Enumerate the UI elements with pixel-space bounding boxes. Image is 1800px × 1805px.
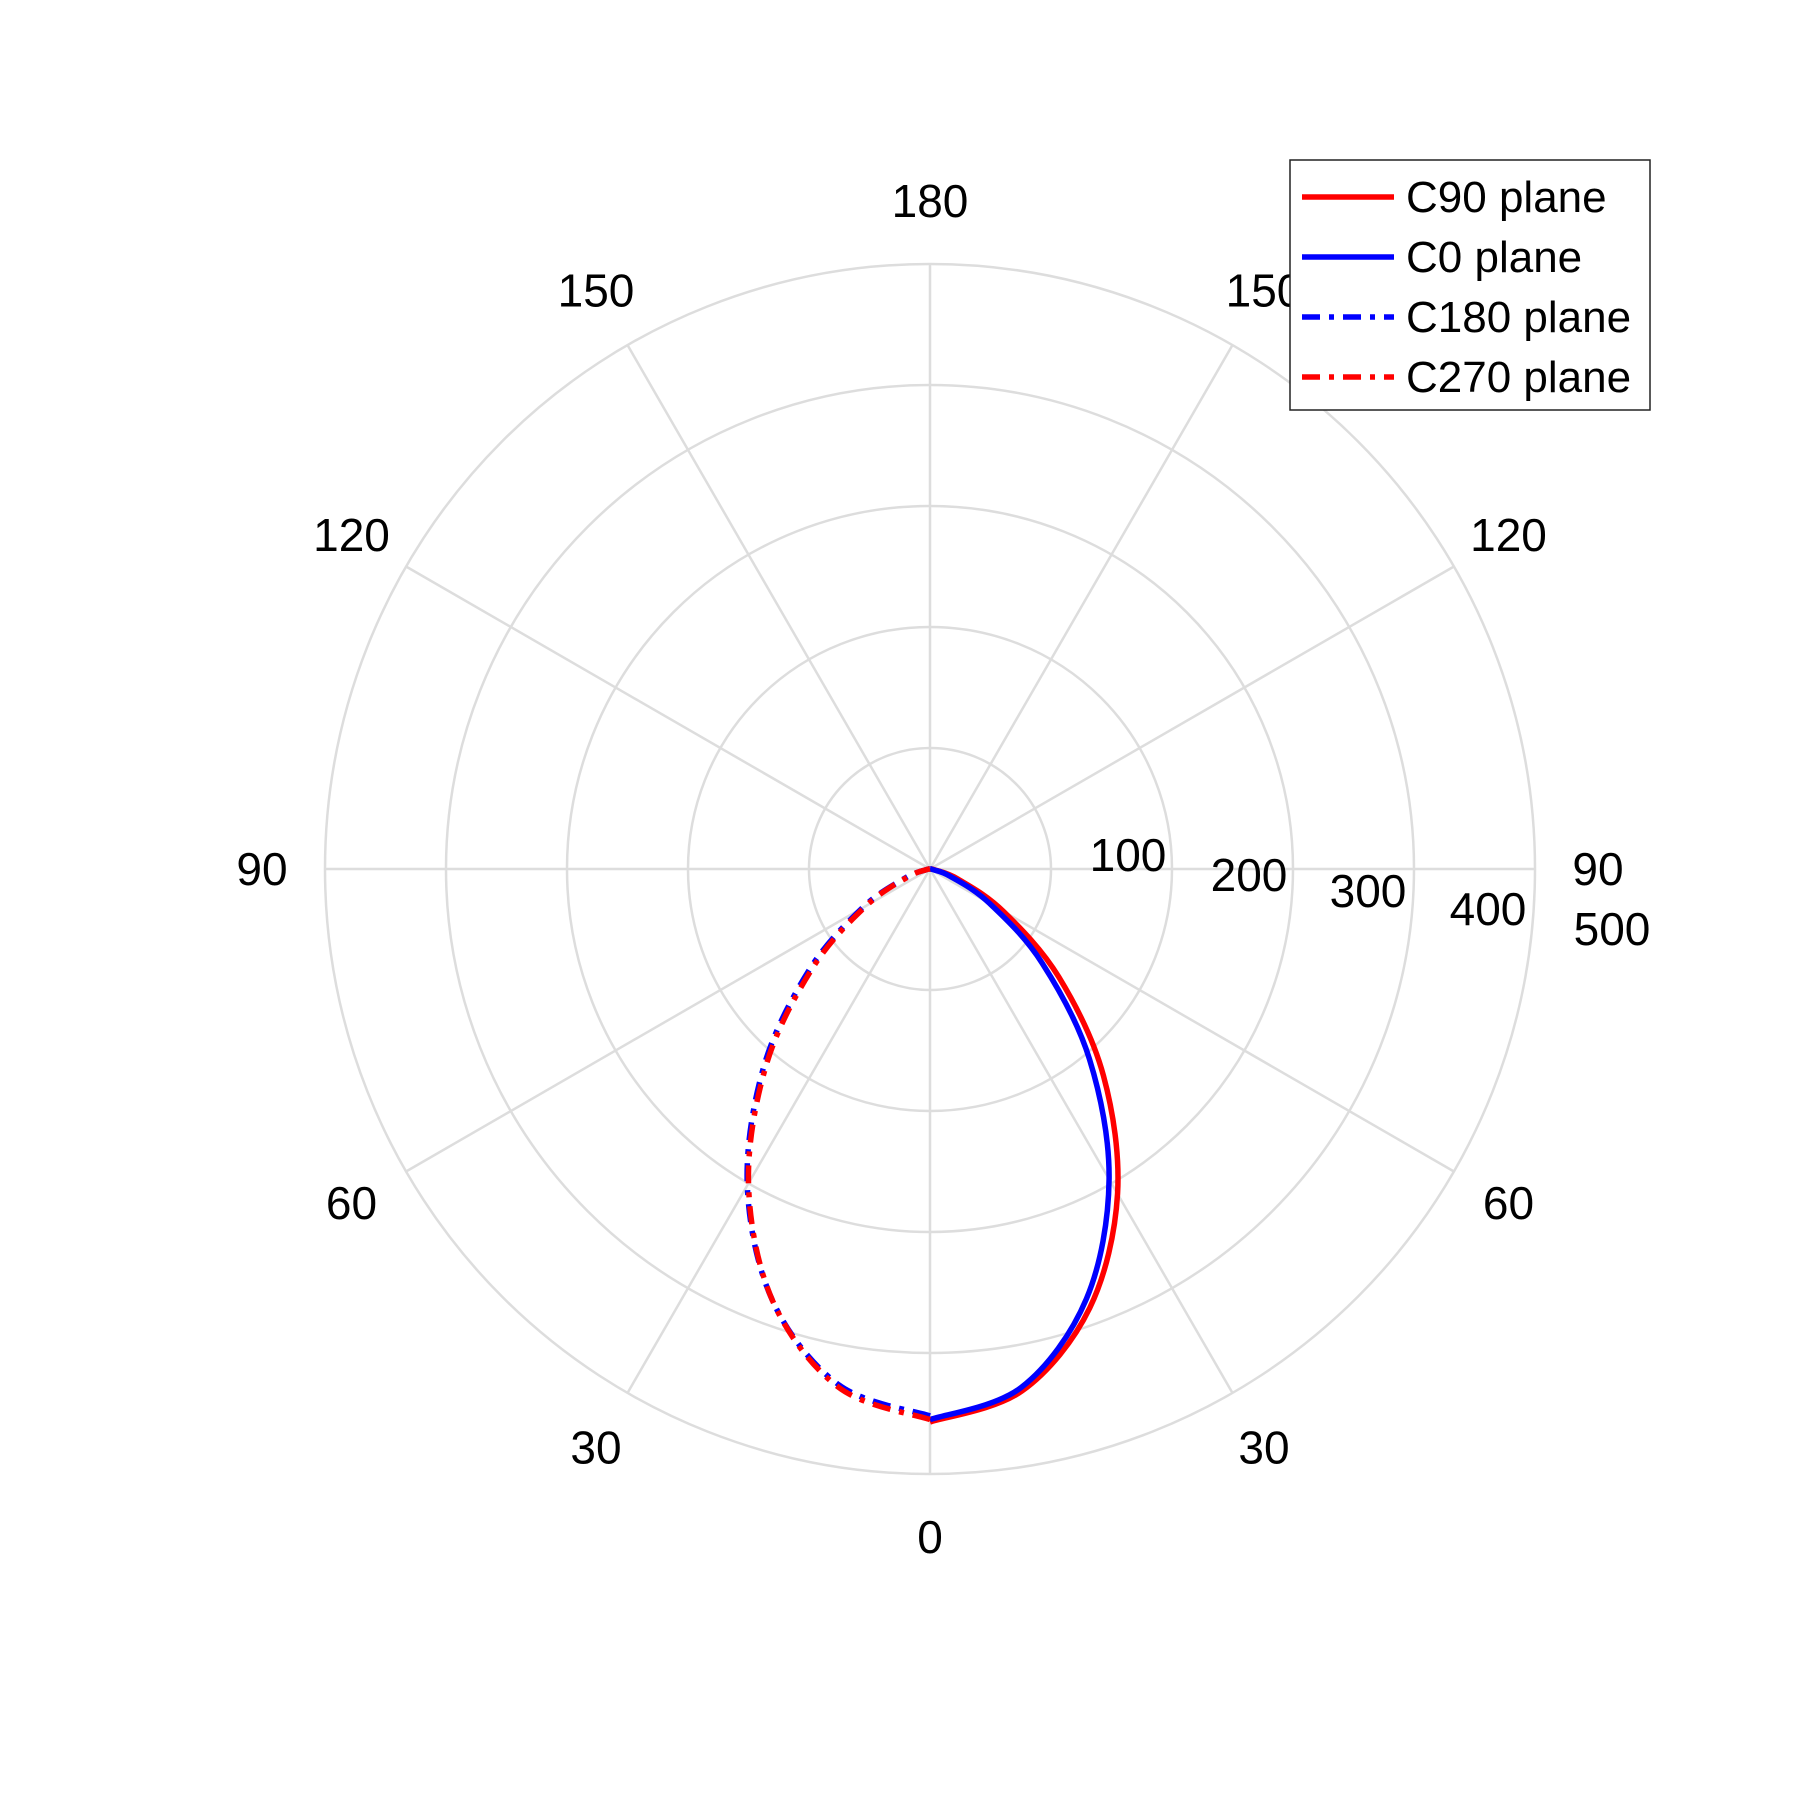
angle-tick-label: 150	[558, 264, 635, 316]
radial-tick-label: 100	[1090, 829, 1167, 881]
grid-spoke	[929, 867, 1455, 1173]
angle-tick-label: 180	[892, 175, 969, 227]
radial-tick-label: 300	[1330, 865, 1407, 917]
radial-tick-label: 200	[1211, 849, 1288, 901]
angle-tick-label: 30	[1238, 1422, 1289, 1474]
legend-label: C180 plane	[1406, 293, 1631, 342]
legend-label: C270 plane	[1406, 353, 1631, 402]
grid-spoke	[928, 868, 1234, 1394]
polar-grid	[323, 262, 1537, 1476]
grid-spoke	[626, 344, 932, 870]
series-line-c270-plane	[745, 866, 932, 1423]
series-line-c0-plane	[927, 866, 1112, 1423]
angle-tick-label: 60	[326, 1177, 377, 1229]
angle-tick-label: 0	[917, 1511, 943, 1563]
grid-spoke	[929, 565, 1455, 871]
grid-spoke	[626, 868, 932, 1394]
grid-spoke	[405, 867, 931, 1173]
angle-tick-label: 60	[1483, 1177, 1534, 1229]
angle-tick-label: 90	[1572, 843, 1623, 895]
radial-tick-label: 400	[1450, 883, 1527, 935]
grid-spoke	[928, 344, 1234, 870]
angle-tick-label: 90	[236, 843, 287, 895]
angle-tick-label: 120	[1470, 509, 1547, 561]
series-group	[744, 866, 1121, 1425]
legend-label: C90 plane	[1406, 173, 1607, 222]
legend-box	[1289, 159, 1651, 411]
angle-tick-label: 120	[313, 509, 390, 561]
radial-tick-label: 500	[1574, 903, 1651, 955]
legend: C90 plane C0 plane C180 plane C270 plane	[1289, 159, 1651, 411]
angle-tick-label: 30	[570, 1422, 621, 1474]
legend-label: C0 plane	[1406, 233, 1582, 282]
series-line-c180-plane	[744, 866, 933, 1419]
grid-spoke	[405, 565, 931, 871]
